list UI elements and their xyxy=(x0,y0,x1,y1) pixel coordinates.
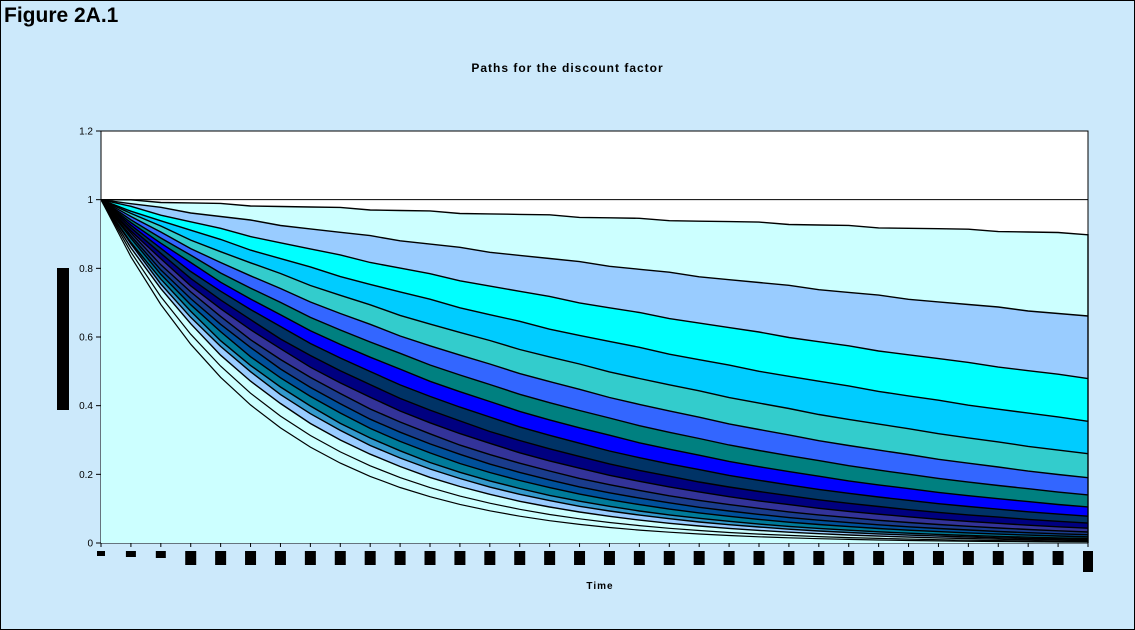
x-tick-label-redacted xyxy=(394,551,406,565)
x-tick-label-redacted xyxy=(932,551,944,565)
series-line xyxy=(100,199,1089,541)
x-tick-label-redacted xyxy=(1083,551,1093,572)
x-tick-label-redacted xyxy=(125,551,136,557)
series-band xyxy=(101,199,1088,543)
series-line xyxy=(100,199,1089,533)
x-tick-label-redacted xyxy=(155,551,166,558)
x-tick-label-redacted xyxy=(663,551,675,565)
x-tick-label-redacted xyxy=(783,551,795,565)
y-tick-label: 0.4 xyxy=(79,401,93,412)
x-tick-label-redacted xyxy=(992,551,1004,565)
x-tick-label-redacted xyxy=(215,551,227,565)
x-tick-label-redacted xyxy=(813,551,825,565)
x-tick-label-redacted xyxy=(1052,551,1064,565)
y-tick-label: 0.6 xyxy=(79,333,93,344)
series-band xyxy=(101,199,1088,524)
x-tick-label-redacted xyxy=(514,551,526,565)
series-line xyxy=(100,199,1089,496)
series-line xyxy=(100,199,1089,317)
x-tick-label-redacted xyxy=(97,551,105,556)
series-line xyxy=(100,199,1089,508)
y-tick-label: 1.2 xyxy=(79,127,93,138)
series-line xyxy=(100,199,1089,542)
series-line xyxy=(100,199,1089,479)
y-tick-label: 0.2 xyxy=(79,470,93,481)
x-tick-label-redacted xyxy=(364,551,376,565)
series-band xyxy=(101,199,1088,316)
series-band xyxy=(101,199,1088,454)
series-band xyxy=(101,199,1088,422)
x-tick-label-redacted xyxy=(843,551,855,565)
x-tick-label-redacted xyxy=(574,551,586,565)
x-tick-label-redacted xyxy=(185,551,197,565)
x-tick-label-redacted xyxy=(454,551,466,565)
series-line xyxy=(100,199,1089,380)
series-line xyxy=(100,199,1089,543)
series-band xyxy=(101,199,1088,532)
series-line xyxy=(100,199,1089,538)
x-tick-label-redacted xyxy=(1022,551,1034,565)
series-line xyxy=(100,199,1089,543)
series-line xyxy=(100,199,1089,455)
x-tick-label-redacted xyxy=(304,551,316,565)
x-tick-label-redacted xyxy=(873,551,885,565)
x-tick-label-redacted xyxy=(544,551,556,565)
series-line xyxy=(100,199,1089,524)
x-tick-label-redacted xyxy=(903,551,915,565)
x-tick-label-redacted xyxy=(484,551,496,565)
x-tick-label-redacted xyxy=(245,551,257,565)
series-line xyxy=(100,199,1089,236)
x-tick-label-redacted xyxy=(693,551,705,565)
x-tick-label-redacted xyxy=(274,551,286,565)
x-tick-label-redacted xyxy=(603,551,615,565)
series-line xyxy=(100,199,1089,517)
series-band xyxy=(101,199,1088,478)
y-axis-label-redacted xyxy=(57,268,69,410)
y-tick-label: 0 xyxy=(87,539,93,550)
series-band xyxy=(101,199,1088,529)
x-tick-label-redacted xyxy=(753,551,765,565)
series-line xyxy=(100,199,1089,540)
chart-title: Paths for the discount factor xyxy=(471,61,664,75)
x-tick-label-redacted xyxy=(962,551,974,565)
y-tick-label: 1 xyxy=(87,195,93,206)
x-tick-label-redacted xyxy=(424,551,436,565)
x-axis-label: Time xyxy=(586,581,614,592)
x-tick-label-redacted xyxy=(334,551,346,565)
series-line xyxy=(100,199,1089,536)
figure-label: Figure 2A.1 xyxy=(4,4,119,27)
x-tick-label-redacted xyxy=(633,551,645,565)
series-line xyxy=(100,199,1089,422)
series-band xyxy=(101,199,1088,379)
x-tick-label-redacted xyxy=(723,551,735,565)
y-tick-label: 0.8 xyxy=(79,264,93,275)
series-line xyxy=(100,199,1089,529)
